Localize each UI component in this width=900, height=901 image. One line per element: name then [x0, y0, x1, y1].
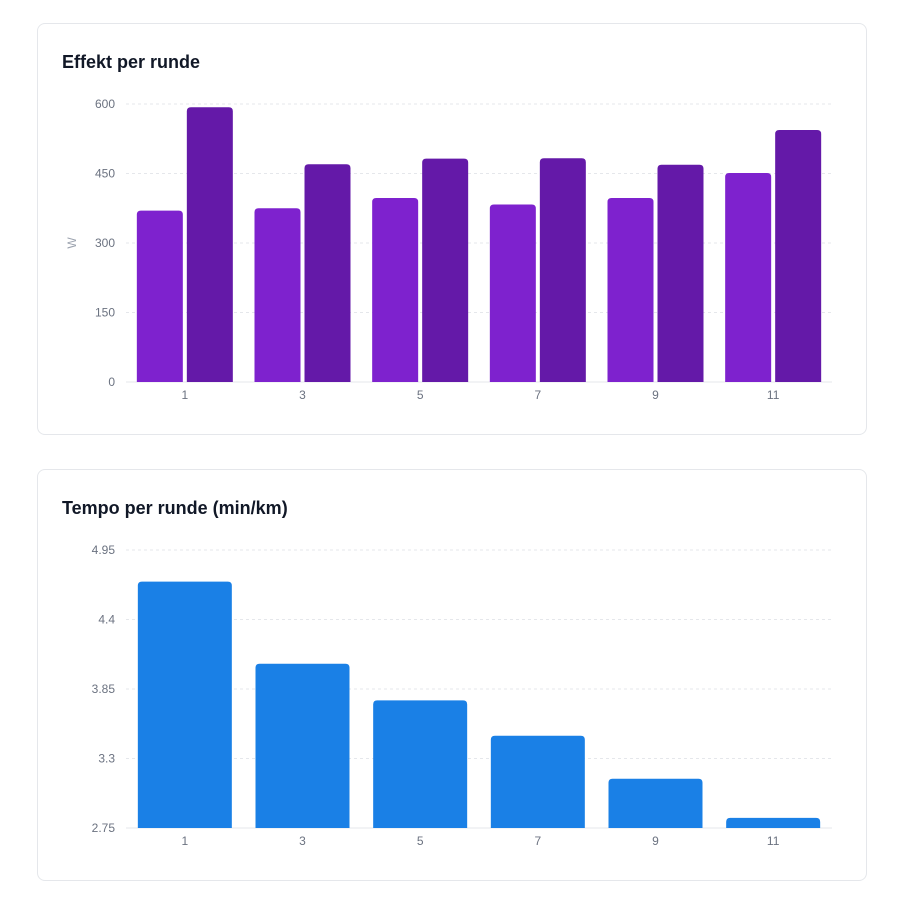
pace-chart-title: Tempo per runde (min/km) — [62, 498, 288, 518]
bar[interactable] — [725, 173, 772, 382]
bar[interactable] — [304, 164, 351, 382]
x-tick-label: 5 — [417, 388, 424, 402]
x-tick-label: 7 — [534, 834, 541, 848]
power-chart-card: Effekt per runde 0 150 300 450 600 W 1 3 5 7 9 11 — [37, 23, 867, 435]
y-tick-label: 450 — [95, 167, 115, 181]
x-tick-label: 11 — [767, 834, 780, 848]
power-chart-title: Effekt per runde — [62, 52, 201, 72]
bar[interactable] — [422, 158, 469, 382]
x-tick-label: 1 — [181, 834, 188, 848]
power-bar-chart: 0 150 300 450 600 W 1 3 5 7 9 11 — [65, 97, 832, 402]
bar[interactable] — [726, 817, 821, 828]
y-axis-label: W — [65, 237, 79, 249]
x-tick-label: 11 — [767, 388, 780, 402]
x-tick-label: 7 — [534, 388, 541, 402]
bar[interactable] — [607, 198, 654, 382]
x-tick-label: 9 — [652, 834, 659, 848]
y-tick-label: 4.95 — [92, 543, 116, 557]
y-tick-label: 150 — [95, 306, 115, 320]
x-tick-label: 3 — [299, 388, 306, 402]
bar[interactable] — [186, 107, 233, 382]
bar[interactable] — [255, 663, 350, 828]
bar[interactable] — [137, 581, 232, 828]
x-tick-label: 1 — [181, 388, 188, 402]
bar[interactable] — [608, 778, 703, 828]
pace-bar-chart: 2.75 3.3 3.85 4.4 4.95 1 3 5 7 9 11 — [92, 543, 832, 848]
x-tick-label: 3 — [299, 834, 306, 848]
bar[interactable] — [539, 158, 586, 382]
y-tick-label: 3.3 — [98, 752, 115, 766]
bar[interactable] — [372, 198, 419, 382]
bar[interactable] — [657, 164, 704, 382]
bar[interactable] — [373, 700, 468, 828]
y-tick-label: 2.75 — [92, 821, 116, 835]
y-tick-label: 300 — [95, 236, 115, 250]
bar[interactable] — [254, 208, 301, 382]
bar[interactable] — [775, 129, 822, 382]
y-tick-label: 4.4 — [98, 613, 115, 627]
bar[interactable] — [489, 204, 536, 382]
y-tick-label: 0 — [108, 375, 115, 389]
x-tick-label: 5 — [417, 834, 424, 848]
y-tick-label: 600 — [95, 97, 115, 111]
y-tick-label: 3.85 — [92, 682, 116, 696]
x-tick-label: 9 — [652, 388, 659, 402]
bar[interactable] — [490, 735, 585, 828]
pace-chart-card: Tempo per runde (min/km) 2.75 3.3 3.85 4.4 4… — [37, 469, 867, 881]
bar[interactable] — [136, 210, 183, 382]
